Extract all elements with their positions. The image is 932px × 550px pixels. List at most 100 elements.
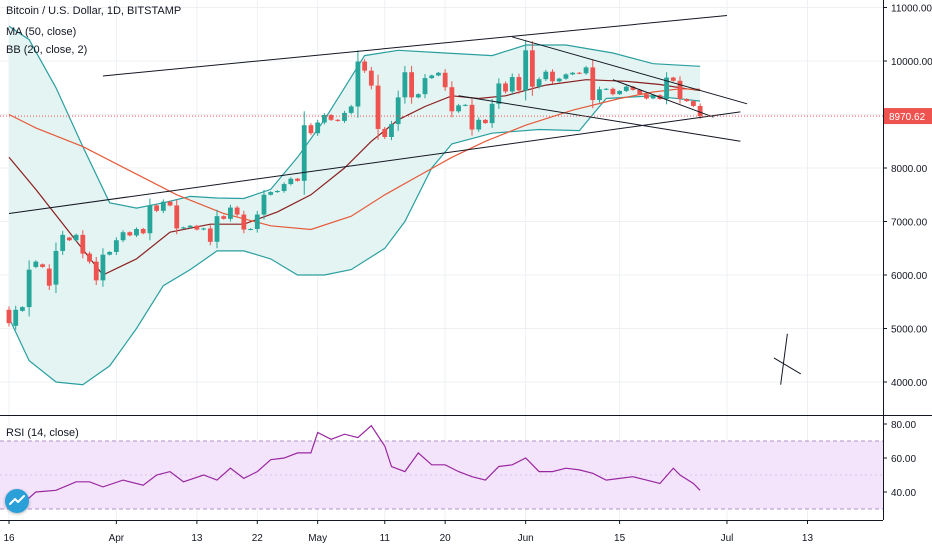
projection-cross-line <box>773 357 802 375</box>
candle-body <box>181 227 186 229</box>
candle-body <box>26 269 32 308</box>
candle-body <box>100 254 106 281</box>
price-tick-label: 8000.00 <box>891 164 928 175</box>
candle-body <box>147 205 153 234</box>
candle-body <box>536 79 542 87</box>
price-tick-label: 10000.00 <box>891 57 932 68</box>
wedge-lower-line <box>458 95 741 142</box>
candle-body <box>127 232 133 236</box>
price-tick-label: 11000.00 <box>891 4 932 15</box>
time-tick-label: Jun <box>518 533 534 544</box>
candle-body <box>87 253 92 262</box>
candle-body <box>462 104 468 106</box>
candle-body <box>201 228 206 230</box>
candle-body <box>120 232 126 241</box>
candle-body <box>295 178 300 181</box>
ma-legend[interactable]: MA (50, close) <box>6 26 77 38</box>
candle-body <box>281 184 287 192</box>
candle-body <box>503 83 508 92</box>
wedge-apex-line <box>612 79 714 118</box>
candle-body <box>221 216 227 219</box>
candle-body <box>342 112 347 121</box>
price-tick-label: 5000.00 <box>891 325 928 336</box>
candle-body <box>603 88 609 90</box>
candle-body <box>375 85 381 129</box>
time-tick-label: 13 <box>802 533 814 544</box>
time-tick-label: 22 <box>252 533 264 544</box>
candle-body <box>248 228 253 230</box>
candle-body <box>355 61 361 107</box>
candle-body <box>610 88 616 95</box>
candle-body <box>13 309 19 326</box>
candle-body <box>160 201 166 211</box>
candle-body <box>409 72 414 98</box>
candle-body <box>275 191 280 193</box>
candle-body <box>489 103 495 124</box>
candle-body <box>543 71 549 80</box>
candle-body <box>684 98 690 102</box>
candle-body <box>691 101 696 106</box>
rsi-panel <box>0 424 883 510</box>
candle-body <box>637 89 643 95</box>
tradingview-logo-icon[interactable] <box>5 489 29 513</box>
candle-body <box>476 119 482 130</box>
candle-body <box>241 214 247 230</box>
candle-body <box>550 71 555 82</box>
bollinger-fill-area <box>9 26 701 385</box>
time-tick-label: 15 <box>614 533 626 544</box>
candle-body <box>107 251 113 255</box>
bollinger-fill <box>9 26 701 385</box>
candle-body <box>456 105 461 112</box>
time-tick-label: Apr <box>109 533 125 544</box>
candle-body <box>194 225 200 230</box>
candle-body <box>368 70 374 86</box>
bb-lower-line <box>8 95 701 386</box>
moving-average <box>8 88 701 231</box>
candle-body <box>53 250 59 285</box>
candle-body <box>583 67 589 74</box>
lower-channel-line <box>8 111 741 214</box>
candle-body <box>93 261 99 281</box>
candle-body <box>308 125 314 134</box>
rsi-legend[interactable]: RSI (14, close) <box>6 427 79 439</box>
candle-body <box>644 94 649 99</box>
candle-body <box>469 104 475 130</box>
wedge-upper-line <box>512 36 748 105</box>
candle-body <box>174 205 180 229</box>
candle-body <box>670 77 676 81</box>
candle-body <box>436 72 441 76</box>
candle-body <box>529 50 535 87</box>
candle-body <box>623 86 629 91</box>
candle-body <box>6 309 12 324</box>
time-tick-label: Jul <box>721 533 734 544</box>
candle-body <box>228 207 233 219</box>
bb-basis-line <box>8 79 701 276</box>
ma50-line <box>8 88 701 231</box>
last-price-tag: 8970.62 <box>884 108 932 125</box>
candle-body <box>214 216 220 242</box>
candle-body <box>556 78 562 82</box>
candle-body <box>80 234 86 254</box>
candle-body <box>570 72 576 75</box>
candle-body <box>207 228 213 242</box>
candle-body <box>288 178 294 185</box>
candle-body <box>187 225 193 228</box>
upper-channel-line <box>102 15 728 77</box>
candle-body <box>402 72 408 98</box>
candle-body <box>516 77 522 91</box>
candle-body <box>154 205 160 211</box>
candle-body <box>449 87 455 112</box>
candle-body <box>40 264 45 267</box>
candle-body <box>261 194 267 215</box>
candle-body <box>46 268 52 286</box>
price-tick-label: 4000.00 <box>891 378 928 389</box>
bb-legend[interactable]: BB (20, close, 2) <box>6 44 88 56</box>
candles[interactable] <box>6 40 703 330</box>
trendlines[interactable] <box>0 15 883 385</box>
time-tick-label: 11 <box>380 533 391 544</box>
chart-title: Bitcoin / U.S. Dollar, 1D, BITSTAMP <box>6 5 182 17</box>
candle-body <box>509 77 515 92</box>
rsi-line <box>8 424 701 505</box>
